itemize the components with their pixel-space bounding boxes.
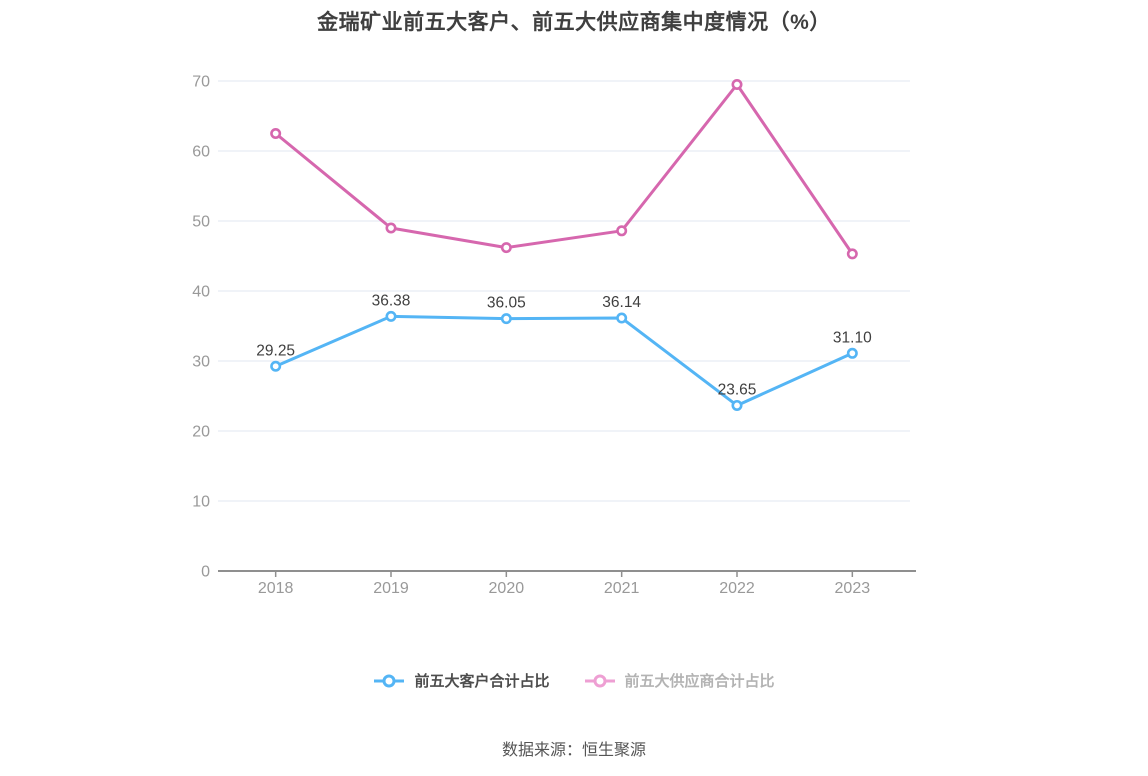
x-axis-tick-label: 2020 bbox=[489, 580, 525, 597]
x-axis-tick-label: 2018 bbox=[258, 580, 294, 597]
data-point-label: 36.14 bbox=[602, 294, 641, 311]
x-axis-tick-label: 2022 bbox=[719, 580, 755, 597]
line-circle-marker-icon bbox=[584, 674, 615, 687]
y-axis-tick-label: 60 bbox=[192, 144, 210, 161]
x-axis-tick-label: 2019 bbox=[373, 580, 409, 597]
y-axis-tick-label: 10 bbox=[192, 494, 210, 511]
y-axis-tick-label: 70 bbox=[192, 74, 210, 91]
legend-label-suppliers: 前五大供应商合计占比 bbox=[624, 673, 775, 690]
data-point bbox=[846, 347, 858, 359]
data-point bbox=[846, 248, 858, 260]
data-point-label: 36.38 bbox=[372, 292, 411, 309]
legend-item-suppliers[interactable]: 前五大供应商合计占比 bbox=[584, 670, 775, 691]
data-point bbox=[500, 242, 512, 254]
data-point-label: 29.25 bbox=[256, 342, 295, 359]
line-circle-marker-icon bbox=[374, 674, 405, 687]
data-point-label: 23.65 bbox=[718, 381, 757, 398]
data-point-label: 31.10 bbox=[833, 329, 872, 346]
data-point bbox=[616, 312, 628, 324]
data-point bbox=[270, 360, 282, 372]
data-point bbox=[270, 128, 282, 140]
y-axis-tick-label: 0 bbox=[201, 564, 210, 581]
y-axis-tick-label: 30 bbox=[192, 354, 210, 371]
data-point bbox=[500, 313, 512, 325]
series-line bbox=[274, 314, 854, 407]
legend-label-customers: 前五大客户合计占比 bbox=[414, 673, 550, 690]
x-axis-tick-label: 2023 bbox=[835, 580, 871, 597]
data-point bbox=[731, 79, 743, 91]
y-axis-tick-label: 40 bbox=[192, 284, 210, 301]
data-point bbox=[731, 399, 743, 411]
chart-title: 金瑞矿业前五大客户、前五大供应商集中度情况（%） bbox=[317, 11, 831, 34]
data-point bbox=[385, 222, 397, 234]
data-source-note: 数据来源：恒生聚源 bbox=[501, 742, 646, 759]
series-line bbox=[274, 83, 854, 256]
chart-legend: 前五大客户合计占比 前五大供应商合计占比 bbox=[0, 670, 1148, 691]
data-point-label: 36.05 bbox=[487, 295, 526, 312]
y-axis-tick-label: 50 bbox=[192, 214, 210, 231]
y-axis-tick-label: 20 bbox=[192, 424, 210, 441]
data-point bbox=[616, 225, 628, 237]
data-point bbox=[385, 310, 397, 322]
x-axis-tick-label: 2021 bbox=[604, 580, 640, 597]
legend-item-customers[interactable]: 前五大客户合计占比 bbox=[373, 670, 550, 691]
